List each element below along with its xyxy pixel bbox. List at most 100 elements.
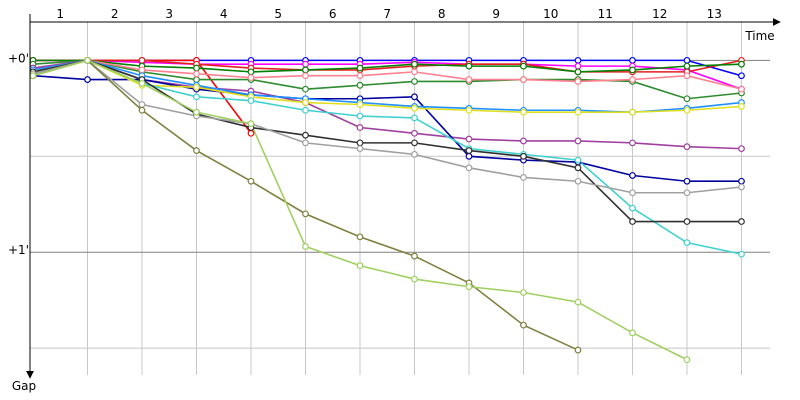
data-point [411, 104, 418, 112]
series-line [32, 59, 742, 73]
data-point [193, 76, 200, 83]
data-point [683, 56, 691, 64]
data-point [738, 218, 745, 225]
data-point [29, 72, 37, 80]
data-point [247, 97, 255, 105]
data-point [738, 250, 745, 258]
data-point [138, 56, 146, 64]
data-point [84, 56, 91, 64]
data-point [683, 62, 691, 70]
data-point [683, 106, 691, 114]
data-point [138, 79, 146, 87]
data-point [247, 177, 255, 185]
data-point [629, 189, 636, 197]
x-tick-label: 3 [165, 7, 173, 21]
x-tick-label: 10 [543, 7, 558, 21]
data-point [629, 172, 636, 179]
y-tick-label: +1' [8, 243, 29, 257]
data-point [683, 95, 691, 103]
plot [29, 56, 745, 364]
series-line [32, 59, 742, 255]
data-point [302, 131, 309, 139]
data-point [356, 81, 364, 89]
data-point [465, 147, 473, 154]
data-point [356, 139, 364, 147]
data-point [356, 112, 364, 120]
data-point [738, 183, 745, 191]
data-point [574, 108, 582, 116]
data-point [738, 72, 745, 80]
x-tick-label: 11 [598, 7, 613, 21]
data-point [138, 106, 146, 114]
x-tick-label: 7 [383, 7, 391, 21]
data-point [465, 164, 473, 172]
data-point [356, 72, 364, 80]
data-point [411, 129, 418, 137]
data-point [683, 189, 691, 197]
series-line [32, 59, 742, 100]
data-point [465, 106, 473, 114]
data-point [738, 103, 745, 110]
data-point [683, 356, 691, 364]
x-tick-label: 4 [220, 7, 228, 21]
data-point [520, 137, 527, 145]
data-point [247, 120, 255, 128]
data-point [738, 145, 745, 153]
data-point [465, 62, 473, 70]
data-point [683, 239, 691, 247]
data-point [574, 298, 582, 306]
data-point [411, 139, 418, 147]
data-point [247, 129, 255, 137]
data-point [465, 283, 473, 291]
data-point [574, 137, 582, 145]
data-point [520, 321, 527, 329]
data-point [629, 218, 636, 225]
data-point [738, 177, 745, 185]
data-point [411, 252, 418, 260]
data-point [520, 173, 527, 181]
data-point [193, 83, 200, 91]
data-point [683, 143, 691, 151]
data-point [411, 93, 418, 101]
data-point [574, 177, 582, 185]
data-point [411, 68, 418, 76]
data-point [302, 60, 309, 68]
data-point [411, 275, 418, 283]
y-axis-label: Gap [12, 379, 36, 393]
data-point [738, 60, 745, 68]
data-point [302, 85, 309, 93]
data-point [520, 289, 527, 296]
data-point [574, 68, 582, 76]
data-point [683, 72, 691, 80]
data-point [574, 346, 582, 354]
data-point [302, 243, 309, 250]
series-line [32, 59, 742, 223]
series-line [32, 59, 742, 73]
data-point [193, 108, 200, 116]
x-tick-label: 12 [652, 7, 667, 21]
data-point [193, 70, 200, 78]
data-point [356, 145, 364, 153]
data-point [520, 152, 527, 160]
data-point [302, 210, 309, 218]
data-point [411, 114, 418, 122]
data-point [302, 139, 309, 147]
x-tick-label: 9 [492, 7, 500, 21]
data-point [574, 156, 582, 164]
data-point [193, 64, 200, 72]
series-line [32, 74, 742, 183]
data-point [465, 76, 473, 83]
data-point [356, 233, 364, 241]
data-point [574, 62, 582, 70]
series-line [32, 59, 742, 90]
data-point [683, 177, 691, 185]
data-point [247, 74, 255, 82]
x-tick-label: 1 [56, 7, 64, 21]
data-point [738, 85, 745, 93]
x-tick-label: 8 [438, 7, 446, 21]
data-point [411, 60, 418, 68]
data-point [247, 68, 255, 76]
series-line [32, 59, 742, 90]
data-point [302, 66, 309, 74]
